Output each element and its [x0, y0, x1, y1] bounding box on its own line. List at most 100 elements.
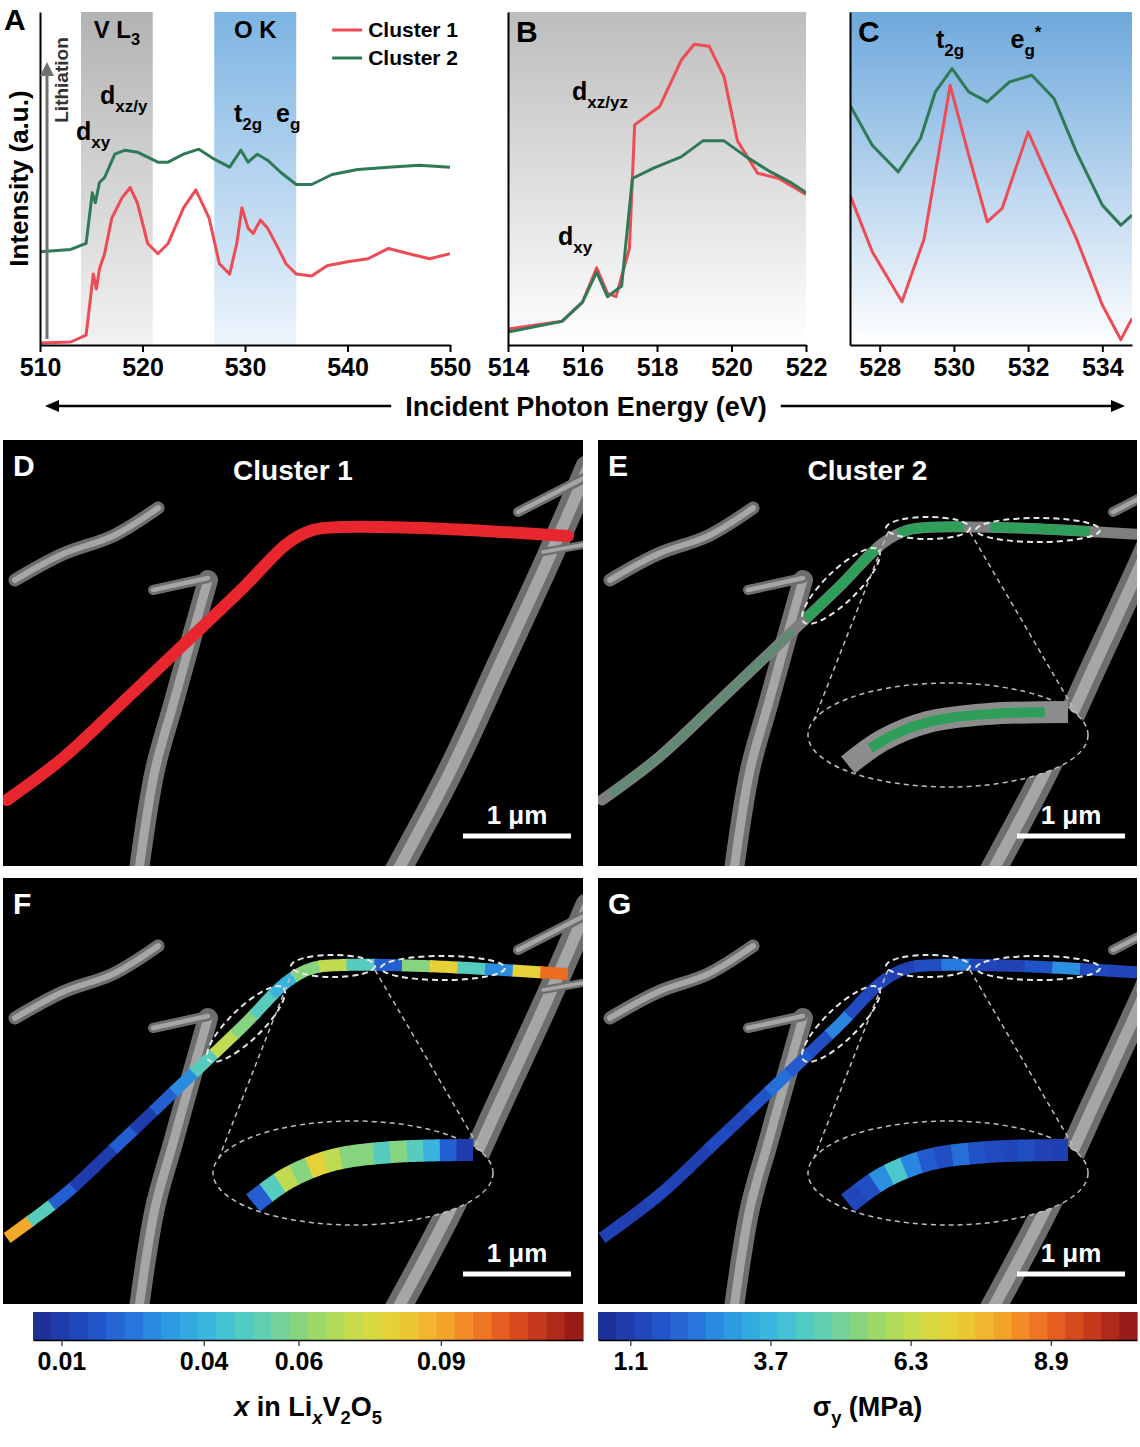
- inset-heat-cell: [423, 1139, 441, 1161]
- heat-cell: [688, 1147, 710, 1168]
- x-tick: 532: [1008, 345, 1050, 381]
- heat-cell: [1135, 972, 1137, 974]
- heat-cell: [848, 993, 869, 1015]
- scale-bar: [1017, 1272, 1125, 1277]
- label-part: 2g: [944, 41, 964, 60]
- cluster-region: [990, 527, 1090, 531]
- panel-letter: F: [13, 887, 31, 920]
- label-part: d: [100, 81, 115, 109]
- inset-heat-cell: [294, 1168, 310, 1175]
- peak-label: t2g: [234, 99, 262, 134]
- colorbar-step: [670, 1312, 689, 1340]
- colorbar-step: [1083, 1312, 1102, 1340]
- tick-label: 540: [327, 353, 369, 381]
- colorbar-title: σy (MPa): [813, 1392, 923, 1428]
- title-arrow-head: [45, 400, 59, 412]
- colorbar-tick: 0.04: [180, 1340, 229, 1375]
- spectrum-line: [850, 69, 1132, 226]
- nanowire-highlight: [15, 946, 158, 1018]
- tick-label: 520: [122, 353, 164, 381]
- map-panel: F1 μm: [3, 878, 588, 1308]
- inset-heat-cell: [1051, 1139, 1068, 1161]
- colorbar-step: [436, 1312, 455, 1340]
- colorbar-step: [957, 1312, 976, 1340]
- colorbar: 1.13.76.38.9σy (MPa): [598, 1312, 1138, 1428]
- legend-swatch: [332, 29, 362, 32]
- nanowire-highlight: [610, 508, 753, 580]
- tick-label: 0.01: [38, 1347, 87, 1375]
- tick-mark: [630, 1340, 631, 1346]
- colorbar-step: [796, 1312, 815, 1340]
- heat-cell: [540, 972, 568, 974]
- highlight-ellipse: [792, 976, 889, 1071]
- colorbar-step: [363, 1312, 382, 1340]
- tick-mark: [911, 1340, 912, 1346]
- nanowire: [748, 1016, 803, 1028]
- label-part: d: [76, 117, 91, 145]
- colorbar-step: [688, 1312, 707, 1340]
- scale-bar-label: 1 μm: [1041, 1238, 1102, 1268]
- nanowire: [610, 946, 753, 1018]
- peak-label: eg*: [1011, 23, 1042, 60]
- nanowire: [153, 578, 208, 590]
- colorbar-step: [271, 1312, 290, 1340]
- nanowire-highlight: [993, 906, 1137, 1304]
- spectrum-line: [40, 187, 450, 343]
- colorbar-step: [33, 1312, 52, 1340]
- y-axis: [40, 13, 41, 346]
- map-panel: ECluster 21 μm: [598, 440, 1140, 870]
- colorbar-step: [742, 1312, 761, 1340]
- colorbar-step: [975, 1312, 994, 1340]
- inset-ellipse: [808, 683, 1088, 787]
- scale-bar-label: 1 μm: [487, 800, 548, 830]
- nanowire-highlight: [543, 544, 583, 552]
- inset-heat-cell: [889, 1168, 905, 1175]
- colorbar-step: [598, 1312, 617, 1340]
- heat-cell: [234, 1013, 255, 1035]
- inset-heat-cell: [1018, 1139, 1036, 1161]
- x-tick: 510: [20, 345, 62, 381]
- nanowire-highlight: [398, 906, 583, 1304]
- inset-heat-cell: [407, 1140, 425, 1163]
- heat-cell: [153, 1090, 175, 1111]
- tick-mark: [347, 345, 349, 352]
- panel-title: Cluster 1: [233, 455, 353, 486]
- y-axis: [850, 13, 851, 346]
- legend-label: Cluster 2: [368, 46, 458, 69]
- label-part: O K: [234, 16, 277, 43]
- heat-cell: [969, 959, 999, 972]
- colorbar-axis-line: [34, 1340, 584, 1342]
- inset-heat-cell: [390, 1151, 407, 1152]
- inset-heat-cell: [357, 1154, 374, 1156]
- map-background: [598, 440, 1137, 866]
- tick-mark: [582, 345, 584, 352]
- colorbar-step: [565, 1312, 584, 1340]
- colorbar-tick: 6.3: [894, 1340, 929, 1375]
- tick-label: 522: [786, 353, 828, 381]
- nanowire-highlight: [1113, 914, 1137, 950]
- inset-heat-cell: [1002, 1140, 1020, 1163]
- tick-mark: [657, 345, 659, 352]
- inset-heat-cell: [440, 1139, 458, 1161]
- tick-label: 518: [637, 353, 679, 381]
- highlight-ellipse: [976, 518, 1100, 542]
- label-part: d: [572, 77, 587, 105]
- legend: Cluster 1Cluster 2: [332, 18, 458, 69]
- x-tick: 528: [859, 345, 901, 381]
- label-part: xz/y: [115, 97, 148, 116]
- heat-cell: [809, 1033, 831, 1054]
- heat-cell: [768, 1071, 790, 1092]
- colorbar-step: [814, 1312, 833, 1340]
- panel-letter: D: [13, 449, 35, 482]
- tick-mark: [40, 345, 42, 352]
- colorbar-step: [528, 1312, 547, 1340]
- arrow-shaft: [46, 74, 49, 339]
- inset-cluster-region: [870, 712, 1045, 748]
- heat-cell: [402, 959, 432, 972]
- colorbar-step: [345, 1312, 364, 1340]
- heat-cell: [668, 1167, 690, 1188]
- colorbar-step: [418, 1312, 437, 1340]
- inset-heat-cell: [280, 1174, 295, 1183]
- colorbar-step: [868, 1312, 887, 1340]
- cluster-region: [613, 633, 791, 793]
